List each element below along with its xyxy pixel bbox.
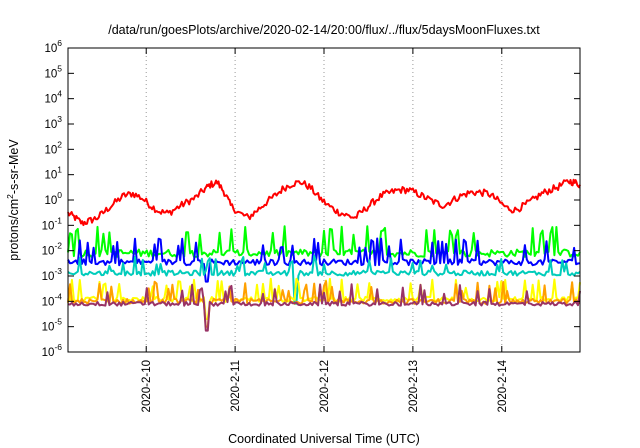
y-axis-label-base: protons/cm: [7, 199, 21, 261]
y-tick-label: 101: [44, 165, 62, 182]
y-tick-label: 10-2: [42, 241, 63, 258]
y-tick-label: 100: [44, 190, 62, 207]
y-tick-label: 10-6: [42, 342, 63, 359]
y-tick-label: 102: [44, 139, 62, 156]
y-tick-label: 104: [44, 89, 62, 106]
y-tick-label: 105: [44, 63, 62, 80]
y-tick-label: 103: [44, 114, 62, 131]
series-line-7: [67, 283, 581, 332]
y-tick-label: 10-3: [42, 266, 63, 283]
series-line-4: [67, 254, 581, 305]
x-tick-label: 2020-2-11: [230, 360, 242, 412]
series-line-1: [67, 178, 581, 227]
y-tick-label: 106: [44, 38, 62, 55]
y-tick-label: 10-5: [42, 317, 63, 334]
x-ticks: 2020-2-10 2020-2-11 2020-2-12 2020-2-13 2020…: [141, 48, 509, 412]
x-tick-label: 2020-2-10: [141, 360, 153, 412]
y-axis-label-rest: -s-sr-MeV: [7, 139, 21, 195]
chart-title: /data/run/goesPlots/archive/2020-02-14/2…: [108, 23, 540, 37]
x-tick-label: 2020-2-13: [408, 360, 420, 412]
x-tick-label: 2020-2-14: [497, 359, 509, 412]
y-axis-label-sup: 2: [5, 194, 15, 199]
x-axis-label: Coordinated Universal Time (UTC): [228, 432, 420, 446]
y-ticks: 10-6 10-5 10-4 10-3 10-2 10-1 100 101 102 103 104 1…: [42, 38, 580, 359]
x-tick-label: 2020-2-12: [319, 360, 331, 412]
series-lines: [67, 178, 581, 332]
y-axis-label: protons/cm2-s-sr-MeV: [5, 139, 21, 261]
y-tick-label: 10-1: [42, 215, 63, 232]
y-tick-label: 10-4: [42, 291, 63, 308]
series-line-6: [67, 280, 581, 328]
series-line-3: [67, 237, 581, 283]
